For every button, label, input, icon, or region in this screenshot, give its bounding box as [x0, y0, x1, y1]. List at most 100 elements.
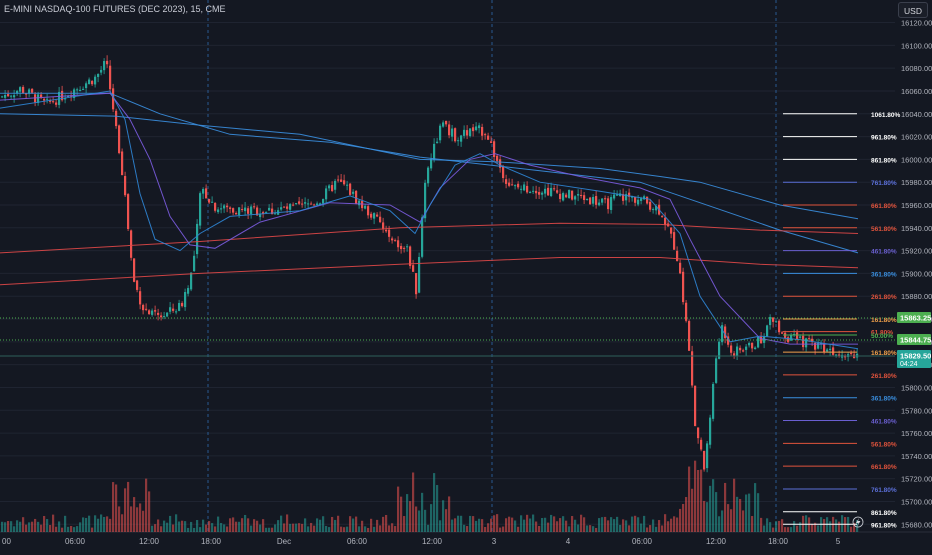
volume-bar	[7, 521, 10, 532]
candle-body	[106, 60, 109, 65]
volume-bar	[649, 525, 652, 532]
volume-bar	[547, 522, 550, 532]
volume-bar	[553, 516, 556, 532]
volume-bar	[754, 483, 757, 532]
volume-bar	[88, 515, 91, 532]
y-axis-tick-label: 15940.00	[901, 224, 932, 233]
candle-body	[391, 238, 394, 241]
volume-bar	[406, 494, 409, 532]
volume-bar	[112, 482, 115, 532]
volume-bar	[307, 526, 310, 532]
candle-body	[583, 195, 586, 201]
volume-bar	[508, 516, 511, 532]
fib-level-label: 961.80%	[871, 522, 897, 529]
candle-body	[421, 217, 424, 257]
fib-level-label: 461.80%	[871, 249, 897, 256]
candle-body	[697, 427, 700, 439]
volume-bar	[502, 526, 505, 532]
candle-body	[139, 291, 142, 305]
volume-bar	[769, 522, 772, 532]
volume-bar	[292, 523, 295, 532]
candle-body	[103, 61, 106, 71]
candle-body	[7, 94, 10, 97]
candle-body	[52, 101, 55, 103]
candle-body	[490, 141, 493, 143]
candle-body	[37, 94, 40, 103]
y-axis-tick-label: 15920.00	[901, 247, 932, 256]
candle-body	[511, 184, 514, 186]
candle-body	[799, 336, 802, 338]
candle-body	[352, 191, 355, 194]
x-axis-label: 3	[492, 537, 497, 546]
volume-bar	[91, 527, 94, 532]
candle-body	[736, 346, 739, 356]
volume-bar	[538, 525, 541, 532]
candle-body	[523, 184, 526, 191]
volume-bar	[766, 518, 769, 532]
currency-button[interactable]: USD	[898, 2, 928, 18]
y-axis-tick-label: 15900.00	[901, 269, 932, 278]
volume-bar	[223, 524, 226, 532]
volume-bar	[391, 523, 394, 532]
candle-body	[199, 193, 202, 226]
volume-bar	[217, 516, 220, 532]
candle-body	[676, 250, 679, 262]
candle-body	[703, 450, 706, 470]
candle-body	[151, 310, 154, 315]
volume-bar	[838, 521, 841, 532]
volume-bar	[382, 516, 385, 532]
candle-body	[190, 272, 193, 290]
candle-body	[829, 348, 832, 351]
volume-bar	[199, 527, 202, 532]
volume-bar	[799, 522, 802, 532]
volume-bar	[166, 522, 169, 532]
volume-bar	[520, 515, 523, 532]
candle-body	[289, 204, 292, 210]
candle-body	[319, 203, 322, 205]
volume-bar	[136, 507, 139, 532]
y-axis-tick-label: 15720.00	[901, 475, 932, 484]
fib-level-label: 161.80%	[871, 350, 897, 357]
volume-bar	[268, 527, 271, 532]
volume-bar	[613, 519, 616, 532]
candle-body	[520, 188, 523, 190]
y-axis-tick-label: 15760.00	[901, 429, 932, 438]
volume-bar	[397, 486, 400, 532]
candle-body	[214, 202, 217, 211]
volume-bar	[283, 523, 286, 532]
candle-body	[361, 200, 364, 209]
candle-body	[292, 204, 295, 206]
candle-body	[418, 256, 421, 293]
candle-body	[589, 197, 592, 205]
volume-bar	[568, 526, 571, 532]
volume-bar	[556, 521, 559, 532]
candle-body	[790, 334, 793, 341]
volume-bar	[409, 501, 412, 532]
candle-body	[562, 193, 565, 201]
volume-bar	[772, 527, 775, 532]
candle-body	[166, 312, 169, 317]
volume-bar	[667, 521, 670, 532]
candle-body	[367, 206, 370, 216]
volume-bar	[775, 521, 778, 532]
volume-bar	[259, 524, 262, 532]
candle-body	[88, 79, 91, 85]
candle-body	[16, 90, 19, 94]
volume-bar	[643, 515, 646, 532]
candle-body	[463, 129, 466, 136]
candle-body	[691, 351, 694, 386]
candle-body	[448, 124, 451, 136]
candle-body	[754, 347, 757, 350]
price-tag	[897, 312, 931, 323]
candle-body	[532, 190, 535, 192]
volume-bar	[679, 508, 682, 532]
candle-body	[508, 182, 511, 186]
fib-level-label: 761.80%	[871, 180, 897, 187]
volume-bar	[685, 497, 688, 532]
volume-bar	[529, 518, 532, 532]
candle-body	[466, 130, 469, 136]
volume-bar	[631, 516, 634, 532]
x-axis-label: 06:00	[347, 537, 368, 546]
